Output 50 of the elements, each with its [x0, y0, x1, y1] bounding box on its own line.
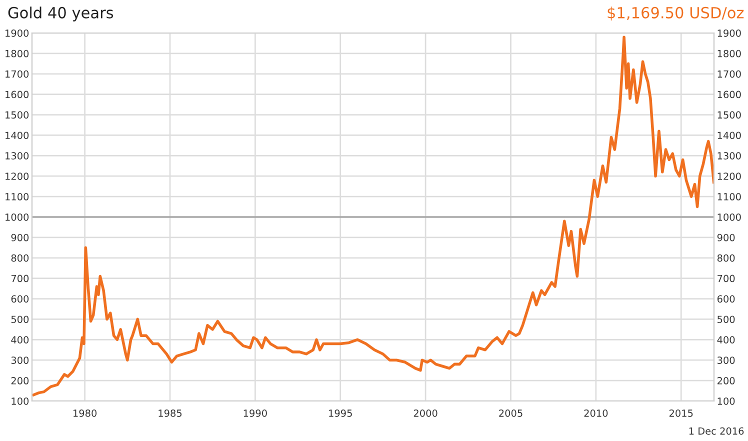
y2-tick-label: 1100 — [718, 193, 741, 200]
y-tick-label: 1400 — [6, 132, 29, 140]
line-series — [32, 36, 714, 396]
y-tick-label: 1000 — [6, 213, 29, 221]
x-tick-label: 1985 — [158, 410, 182, 417]
y2-tick-label: 300 — [718, 356, 735, 364]
y2-tick-label: 1400 — [718, 132, 741, 140]
y2-tick-label: 1500 — [718, 111, 741, 119]
y-tick-label: 800 — [11, 254, 29, 262]
y2-tick-label: 1700 — [718, 70, 741, 78]
y-tick-label: 1600 — [6, 90, 29, 98]
x-tick-label: 2010 — [584, 410, 608, 417]
y-tick-label: 100 — [12, 397, 29, 405]
y-tick-label: 500 — [11, 316, 29, 324]
y2-tick-label: 600 — [717, 295, 735, 303]
y2-tick-label: 700 — [718, 274, 735, 282]
y2-tick-label: 1800 — [718, 50, 741, 58]
y2-tick-label: 1300 — [718, 152, 741, 160]
x-tick-label: 2000 — [414, 410, 438, 417]
y2-tick-label: 1000 — [718, 213, 741, 221]
x-tick-label: 1995 — [329, 410, 352, 417]
y-tick-label: 600 — [11, 295, 29, 303]
y-tick-label: 1300 — [6, 152, 29, 160]
y-tick-label: 700 — [11, 274, 29, 282]
y2-tick-label: 900 — [717, 234, 735, 242]
y2-tick-label: 200 — [717, 377, 735, 384]
y-tick-label: 1800 — [6, 50, 29, 58]
y2-tick-label: 500 — [718, 316, 735, 324]
y-tick-label: 300 — [11, 356, 29, 364]
y-tick-label: 200 — [11, 377, 29, 384]
y2-tick-label: 400 — [717, 336, 735, 344]
y-tick-label: 1200 — [6, 172, 29, 180]
x-tick-label: 2005 — [499, 410, 522, 417]
y2-tick-label: 100 — [718, 397, 735, 405]
x-tick-label: 1990 — [244, 410, 267, 417]
y2-tick-label: 1600 — [718, 90, 741, 98]
y-tick-label: 1500 — [6, 111, 29, 119]
y2-tick-label: 1200 — [718, 172, 741, 180]
chart-title: Gold 40 years — [8, 6, 114, 22]
y-tick-label: 900 — [11, 234, 29, 242]
y2-tick-label: 1900 — [718, 29, 741, 37]
y-tick-label: 1900 — [6, 29, 29, 37]
y-tick-label: 1700 — [6, 70, 29, 78]
x-tick-label: 1980 — [74, 410, 97, 417]
y-tick-label: 400 — [11, 336, 29, 344]
text: $1,169.50 USD/oz — [608, 6, 744, 20]
y-tick-label: 1100 — [6, 193, 29, 200]
x-tick-label: 2015 — [669, 410, 693, 417]
y2-tick-label: 800 — [717, 254, 735, 262]
text: 1 Dec 2016 — [689, 427, 744, 435]
